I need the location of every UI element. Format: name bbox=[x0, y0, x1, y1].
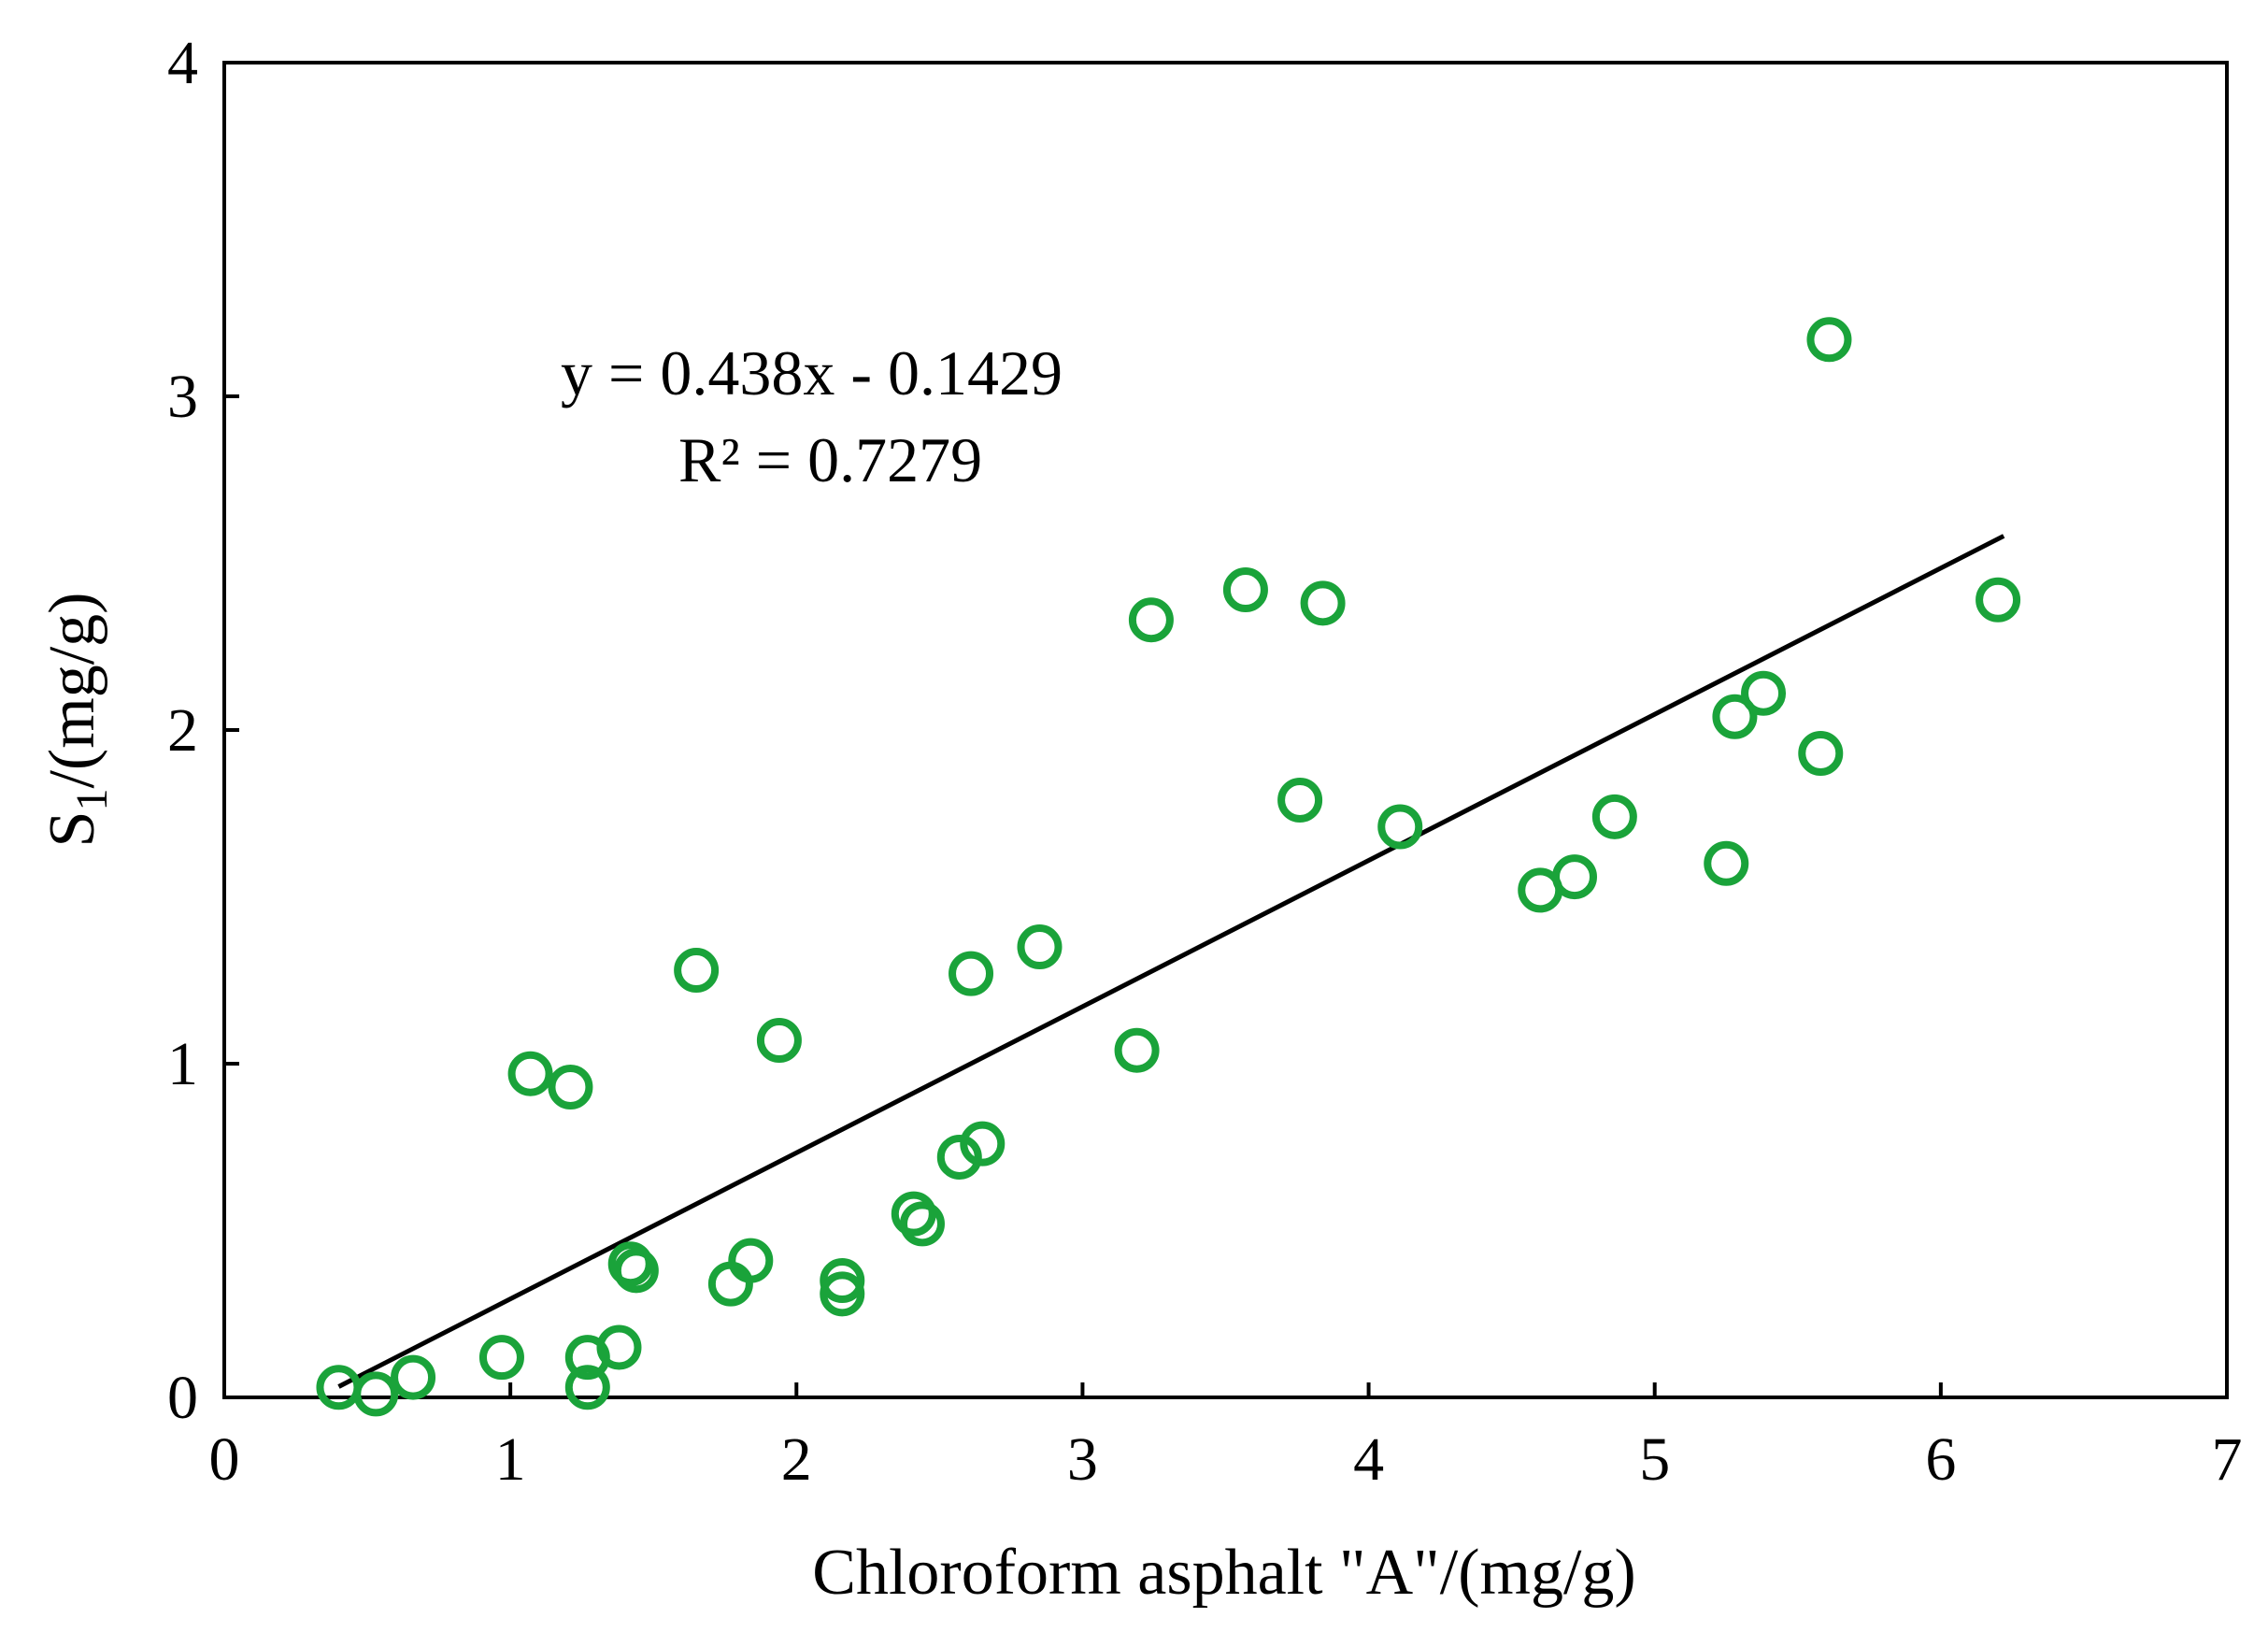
y-axis-title-main: S bbox=[36, 811, 108, 848]
x-tick-label: 0 bbox=[209, 1425, 240, 1494]
y-axis-title-subscript: 1 bbox=[67, 789, 117, 811]
data-point bbox=[949, 951, 994, 996]
data-point bbox=[1712, 694, 1758, 739]
y-tick-label: 2 bbox=[167, 696, 198, 765]
data-point bbox=[391, 1354, 436, 1400]
data-point bbox=[353, 1371, 399, 1417]
data-point bbox=[1017, 924, 1063, 970]
data-point bbox=[564, 1365, 610, 1410]
y-axis-tick-labels: 0 1 2 3 4 bbox=[167, 29, 198, 1432]
data-point bbox=[1806, 317, 1852, 363]
y-axis-ticks bbox=[224, 61, 239, 1399]
data-point bbox=[820, 1271, 865, 1317]
data-points bbox=[316, 317, 2021, 1417]
data-point bbox=[899, 1201, 945, 1247]
r-squared-label: R² = 0.7279 bbox=[678, 424, 982, 495]
data-point bbox=[960, 1121, 1006, 1167]
data-point bbox=[1300, 580, 1346, 626]
x-tick-label: 4 bbox=[1353, 1425, 1384, 1494]
y-axis-title: S1/(mg/g) bbox=[36, 593, 117, 848]
data-point bbox=[1741, 670, 1787, 716]
y-tick-label: 4 bbox=[167, 29, 198, 97]
data-point bbox=[674, 948, 720, 994]
x-tick-label: 7 bbox=[2212, 1425, 2243, 1494]
y-tick-label: 3 bbox=[167, 363, 198, 431]
y-tick-label: 0 bbox=[167, 1364, 198, 1432]
data-point bbox=[891, 1191, 936, 1237]
data-point bbox=[1114, 1027, 1160, 1073]
trendline bbox=[337, 534, 2005, 1389]
data-point bbox=[1591, 794, 1637, 839]
x-tick-label: 5 bbox=[1639, 1425, 1670, 1494]
data-point bbox=[478, 1335, 524, 1381]
x-axis-ticks bbox=[222, 1382, 2229, 1397]
data-point bbox=[1976, 577, 2021, 623]
data-point bbox=[1551, 854, 1597, 900]
y-axis-title-units: /(mg/g) bbox=[36, 593, 108, 789]
data-point bbox=[613, 1248, 659, 1294]
data-point bbox=[1704, 840, 1749, 886]
data-point bbox=[1277, 777, 1323, 823]
y-tick-label: 1 bbox=[167, 1030, 198, 1098]
data-point bbox=[1128, 597, 1174, 643]
x-tick-label: 2 bbox=[781, 1425, 812, 1494]
data-point bbox=[728, 1238, 774, 1283]
data-point bbox=[820, 1258, 865, 1304]
data-point bbox=[1798, 730, 1844, 776]
trendline-group bbox=[337, 534, 2005, 1389]
data-point bbox=[548, 1064, 593, 1109]
data-point bbox=[1377, 804, 1423, 850]
data-point bbox=[936, 1134, 982, 1180]
data-point bbox=[507, 1051, 553, 1096]
x-tick-label: 6 bbox=[1925, 1425, 1956, 1494]
x-axis-title: Chloroform asphalt "A"/(mg/g) bbox=[812, 1537, 1635, 1609]
x-tick-label: 3 bbox=[1067, 1425, 1098, 1494]
data-point bbox=[596, 1324, 642, 1370]
x-tick-label: 1 bbox=[495, 1425, 526, 1494]
data-point bbox=[1222, 567, 1268, 613]
data-point bbox=[756, 1018, 802, 1064]
data-point bbox=[607, 1241, 653, 1287]
x-axis-tick-labels: 0 1 2 3 4 5 6 7 bbox=[209, 1425, 2243, 1494]
trendline-equation: y = 0.438x - 0.1429 bbox=[561, 337, 1063, 408]
